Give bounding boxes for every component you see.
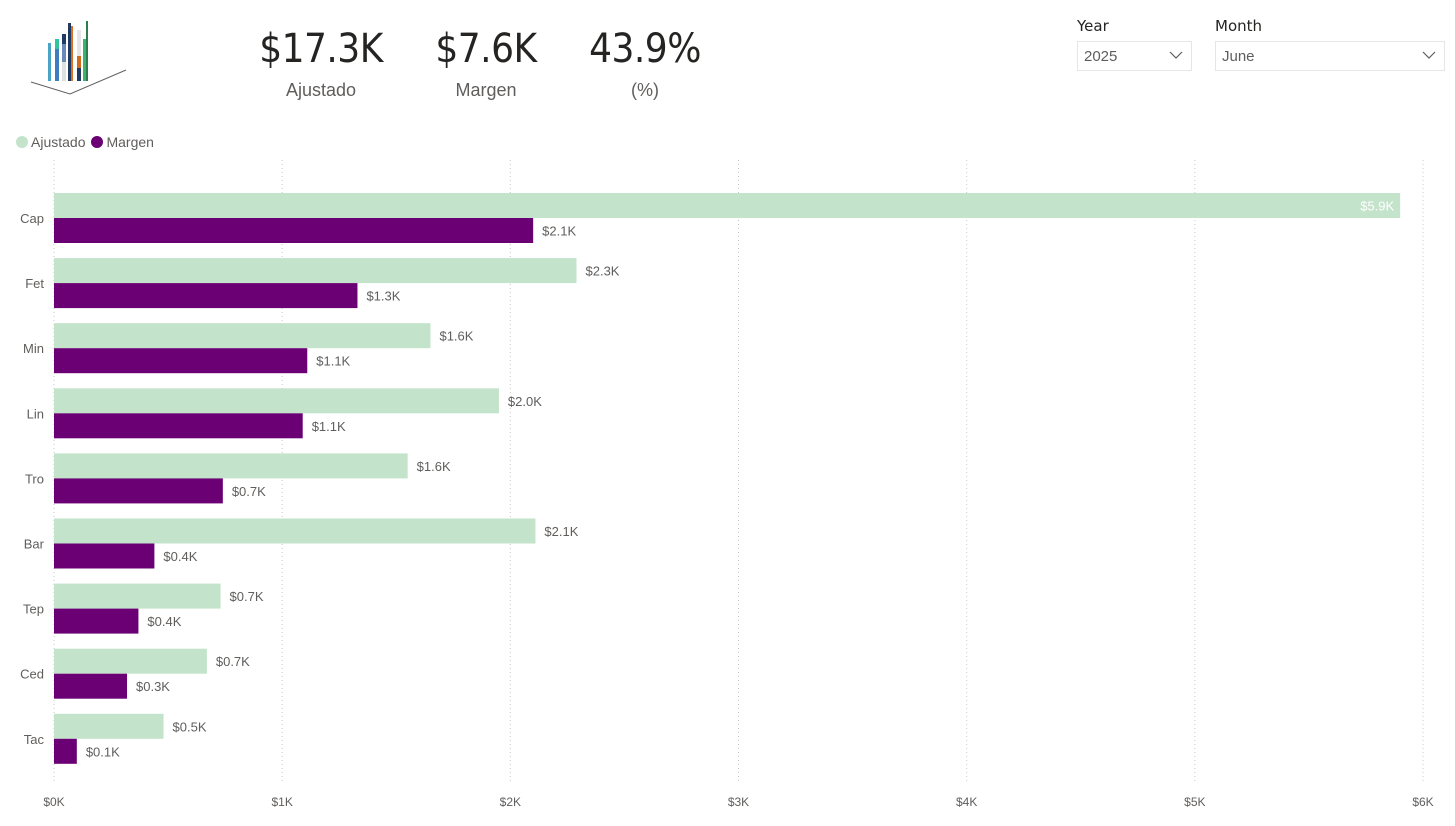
bar-margen[interactable] [54, 673, 128, 699]
kpi-percent-value: 43.9% [589, 26, 701, 72]
x-tick-label: $0K [43, 795, 64, 809]
bar-margen[interactable] [54, 738, 77, 764]
kpi-ajustado-value: $17.3K [259, 26, 383, 72]
data-label-margen: $0.4K [163, 549, 197, 564]
legend-item-margen[interactable]: Margen [91, 134, 154, 150]
y-category-label: Bar [24, 537, 45, 552]
data-label-ajustado: $0.7K [230, 589, 264, 604]
data-label-margen: $1.1K [312, 419, 346, 434]
data-label-ajustado: $5.9K [1360, 199, 1394, 214]
kpi-percent-label: (%) [631, 80, 659, 100]
data-label-ajustado: $2.3K [586, 264, 620, 279]
data-label-margen: $0.3K [136, 679, 170, 694]
data-label-ajustado: $2.1K [544, 524, 578, 539]
bar-ajustado[interactable] [54, 648, 207, 674]
year-dropdown[interactable]: 2025 [1077, 41, 1192, 71]
data-label-ajustado: $1.6K [417, 459, 451, 474]
clustered-bar-chart: $0K $1K $2K $3K $4K $5K $6K Cap $5.9K $2.1K Fet $2.… [20, 160, 1434, 809]
report-logo [28, 16, 128, 96]
chart-legend: Ajustado Margen [16, 134, 160, 150]
month-dropdown[interactable]: June [1215, 41, 1445, 71]
chevron-down-icon [1422, 51, 1436, 59]
data-label-margen: $1.3K [366, 289, 400, 304]
y-category-label: Tac [24, 732, 45, 747]
kpi-ajustado: $17.3K Ajustado [250, 24, 392, 101]
data-label-ajustado: $1.6K [439, 329, 473, 344]
year-slicer: Year 2025 [1077, 15, 1192, 71]
month-slicer-title: Month [1215, 17, 1263, 35]
bar-ajustado[interactable] [54, 323, 431, 349]
kpi-ajustado-label: Ajustado [285, 80, 357, 100]
month-selected-value: June [1222, 48, 1255, 65]
bar-ajustado[interactable] [54, 258, 577, 284]
kpi-margen-label: Margen [455, 80, 517, 100]
x-tick-label: $4K [956, 795, 977, 809]
bar-margen[interactable] [54, 478, 223, 504]
data-label-margen: $2.1K [542, 224, 576, 239]
x-tick-label: $2K [500, 795, 521, 809]
year-selected-value: 2025 [1084, 48, 1118, 65]
x-tick-label: $3K [728, 795, 749, 809]
data-label-ajustado: $0.7K [216, 654, 250, 669]
bar-chart-logo-icon [30, 21, 127, 95]
data-label-ajustado: $0.5K [173, 719, 207, 734]
bar-ajustado[interactable] [54, 193, 1401, 218]
data-label-margen: $0.1K [86, 744, 120, 759]
y-category-label: Min [23, 341, 44, 356]
legend-dot-ajustado [16, 136, 28, 148]
bar-margen[interactable] [54, 608, 139, 634]
y-category-label: Ced [20, 667, 44, 682]
data-label-margen: $0.7K [232, 484, 266, 499]
bar-margen[interactable] [54, 348, 308, 374]
x-tick-label: $5K [1184, 795, 1205, 809]
year-slicer-title: Year [1077, 17, 1109, 35]
legend-label-margen: Margen [106, 134, 154, 150]
data-label-margen: $0.4K [147, 614, 181, 629]
data-label-ajustado: $2.0K [508, 394, 542, 409]
bar-ajustado[interactable] [54, 388, 499, 414]
y-category-label: Lin [27, 406, 44, 421]
chevron-down-icon [1169, 51, 1183, 59]
bar-margen[interactable] [54, 283, 358, 309]
month-slicer: Month June [1215, 15, 1445, 71]
legend-dot-margen [91, 136, 104, 148]
kpi-percent: 43.9% (%) [580, 24, 710, 101]
bar-ajustado[interactable] [54, 583, 221, 609]
y-category-label: Tro [25, 471, 44, 486]
legend-label-ajustado: Ajustado [31, 134, 86, 150]
y-category-label: Cap [20, 211, 44, 226]
y-category-label: Tep [23, 602, 44, 617]
bar-margen[interactable] [54, 413, 303, 439]
x-tick-label: $1K [271, 795, 292, 809]
kpi-margen: $7.6K Margen [425, 24, 547, 101]
x-tick-label: $6K [1412, 795, 1433, 809]
bar-ajustado[interactable] [54, 713, 164, 739]
data-label-margen: $1.1K [316, 354, 350, 369]
legend-item-ajustado[interactable]: Ajustado [16, 134, 85, 150]
bar-margen[interactable] [54, 543, 155, 569]
bar-ajustado[interactable] [54, 518, 536, 544]
bar-margen[interactable] [54, 218, 534, 243]
kpi-margen-value: $7.6K [435, 26, 537, 72]
y-category-label: Fet [25, 276, 44, 291]
bar-ajustado[interactable] [54, 453, 408, 479]
